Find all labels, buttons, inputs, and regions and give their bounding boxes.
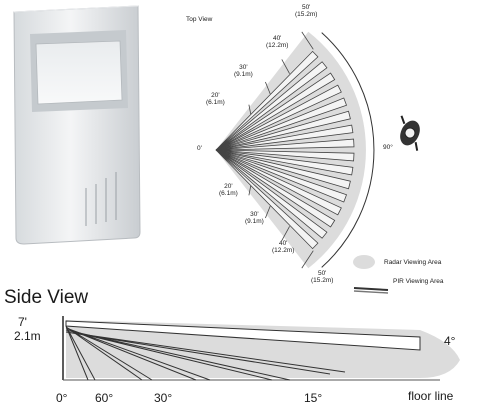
side-view-diagram — [62, 316, 460, 381]
floor-angle-0: 0° — [56, 391, 68, 405]
range-tick — [248, 185, 252, 196]
pir-beam — [215, 84, 342, 151]
range-tick — [248, 104, 252, 115]
legend-radar-swatch — [353, 255, 375, 269]
side-floor-beams — [65, 325, 346, 381]
floor-angle-15: 15° — [304, 391, 323, 405]
pir-beam — [215, 50, 319, 151]
person-icon — [400, 115, 420, 151]
coverage-angle-label: 90° — [383, 144, 393, 151]
pir-beam — [215, 149, 328, 239]
range-mark-lower-30: 30' (9.1m) — [245, 211, 264, 225]
pir-beam — [215, 138, 355, 151]
motion-detector-device — [13, 5, 141, 245]
range-mark-upper-30: 30' (9.1m) — [234, 64, 253, 78]
range-tick — [301, 31, 314, 50]
range-tick — [301, 250, 314, 269]
origin-label: 0' — [197, 145, 202, 152]
pir-beam — [215, 149, 348, 203]
legend-pir-label: PIR Viewing Area — [393, 278, 444, 285]
floor-line-label: floor line — [408, 389, 454, 403]
legend-pir-swatch — [353, 287, 389, 291]
mount-height-ft: 7' — [18, 315, 27, 329]
range-mark-upper-20: 20' (6.1m) — [206, 92, 225, 106]
range-tick — [265, 205, 271, 219]
range-mark-lower-50: 50' (15.2m) — [311, 270, 334, 284]
floor-angle-60: 60° — [95, 391, 114, 405]
angle-right-label: 4° — [444, 334, 456, 348]
range-tick — [281, 59, 290, 74]
range-mark-upper-40: 40' (12.2m) — [266, 35, 289, 49]
pir-beam — [215, 149, 351, 190]
range-mark-lower-20: 20' (6.1m) — [219, 183, 238, 197]
top-view-title: Top View — [186, 16, 213, 23]
top-view-diagram — [215, 31, 420, 294]
pir-beam — [215, 149, 319, 250]
pir-beam — [215, 124, 354, 151]
mount-height-m: 2.1m — [14, 329, 41, 343]
legend-radar-label: Radar Viewing Area — [384, 259, 442, 266]
pir-beam — [215, 149, 355, 162]
range-ticks — [248, 31, 314, 269]
range-tick — [265, 81, 271, 95]
pir-beam — [215, 149, 336, 228]
pir-beam — [215, 72, 336, 151]
pir-beams — [215, 50, 355, 250]
floor-angle-30: 30° — [154, 391, 173, 405]
pir-beam — [215, 97, 348, 151]
pir-beam — [215, 61, 328, 151]
range-mark-upper-50: 50' (15.2m) — [295, 4, 318, 18]
pir-beam — [215, 110, 351, 151]
side-long-beam — [65, 320, 421, 351]
range-mark-lower-40: 40' (12.2m) — [272, 240, 295, 254]
pir-beam — [215, 149, 354, 176]
side-view-title: Side View — [4, 287, 89, 308]
coverage-arc — [321, 32, 375, 268]
pir-beam — [215, 149, 342, 216]
range-tick — [281, 226, 290, 241]
